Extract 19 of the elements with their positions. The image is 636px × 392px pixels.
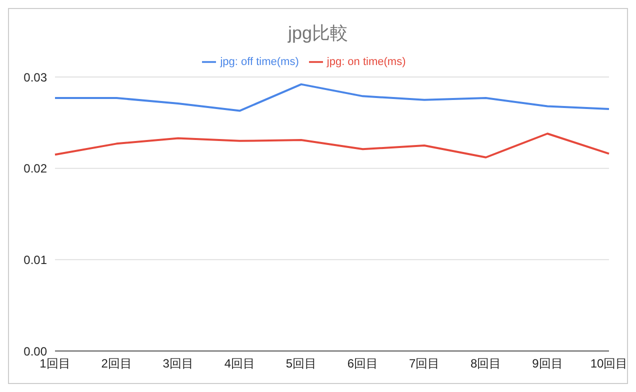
x-tick-label: 2回目	[101, 356, 132, 371]
y-tick-label: 0.01	[24, 252, 48, 267]
x-tick-label: 10回目	[590, 356, 628, 371]
x-tick-label: 1回目	[40, 356, 70, 371]
legend-label: jpg: off time(ms)	[220, 56, 299, 68]
x-tick-label: 5回目	[286, 356, 317, 371]
x-tick-label: 9回目	[532, 356, 563, 371]
chart-title: jpg比較	[286, 22, 350, 45]
x-tick-label: 4回目	[224, 356, 256, 371]
y-tick-label: 0.03	[24, 70, 48, 84]
legend-label: jpg: on time(ms)	[326, 56, 406, 68]
x-tick-label: 8回目	[470, 356, 502, 371]
line-series	[54, 132, 610, 158]
x-tick-label: 7回目	[408, 356, 440, 371]
y-tick-label: 0.00	[24, 344, 48, 358]
line-series	[54, 83, 610, 112]
x-tick-label: 3回目	[162, 356, 194, 371]
y-tick-label: 0.02	[24, 162, 48, 176]
x-tick-label: 6回目	[347, 356, 378, 371]
